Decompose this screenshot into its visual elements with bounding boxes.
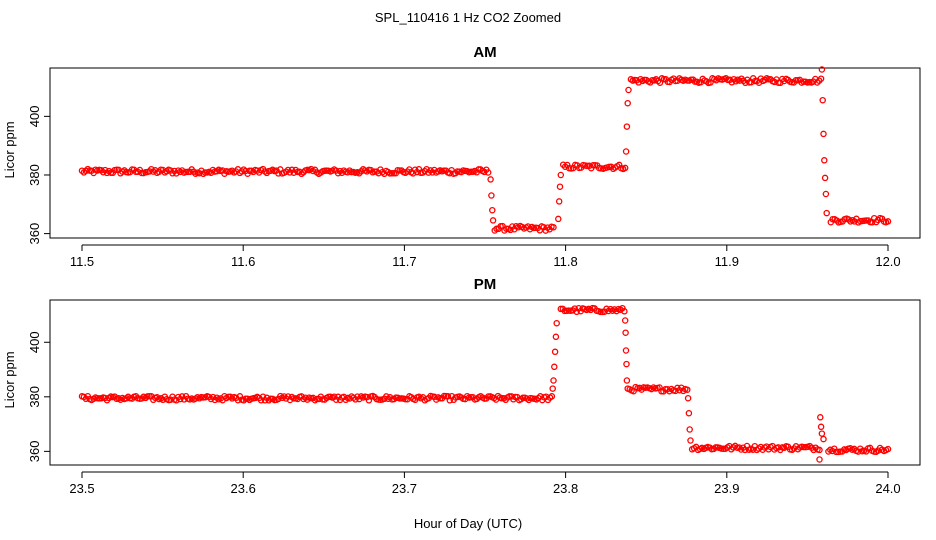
panel-am-x-axis: 11.5 11.6 11.7 11.8 11.9 12.0 (70, 244, 901, 269)
am-data-point (371, 168, 378, 175)
panel-am-y-axis: 360 380 400 (27, 106, 51, 245)
am-data-point (621, 164, 629, 172)
figure-title: SPL_110416 1 Hz CO2 Zoomed (375, 10, 561, 25)
pm-data-point (623, 377, 631, 384)
am-data-point (489, 206, 496, 214)
pm-data-point (816, 456, 823, 463)
pm-x-tick-label: 23.7 (392, 481, 417, 496)
am-data-point (624, 99, 631, 107)
am-x-tick-label: 11.5 (70, 254, 94, 269)
am-y-tick-label: 400 (27, 106, 42, 128)
pm-y-tick-label: 400 (27, 331, 42, 353)
panel-pm-ylabel: Licor ppm (2, 351, 17, 408)
pm-data-point (551, 363, 558, 371)
am-data-point (818, 66, 826, 73)
am-data-point (821, 174, 829, 182)
panel-pm-x-axis: 23.5 23.6 23.7 23.8 23.9 24.0 (69, 471, 901, 496)
am-data-point (557, 171, 565, 179)
am-data-point (556, 183, 564, 190)
am-data-point (821, 157, 828, 164)
am-data-point (622, 148, 630, 155)
pm-data-point (800, 443, 808, 451)
pm-data-point (550, 377, 557, 384)
am-data-point (625, 86, 632, 94)
am-y-tick-label: 360 (27, 223, 42, 245)
pm-data-point (622, 329, 629, 336)
panel-am-plot-area (49, 67, 921, 239)
pm-data-point (553, 319, 560, 327)
pm-x-tick-label: 23.5 (69, 481, 94, 496)
am-data-point (822, 190, 830, 198)
pm-data-point (816, 446, 823, 454)
panel-am-title: AM (473, 44, 496, 61)
am-data-point (884, 218, 892, 225)
pm-data-point (686, 426, 693, 433)
x-axis-label: Hour of Day (UTC) (414, 516, 522, 531)
panel-am-series (78, 66, 892, 234)
am-data-point (817, 75, 825, 82)
am-data-point (823, 209, 830, 217)
pm-data-point (833, 448, 840, 456)
pm-data-point (820, 435, 827, 443)
pm-data-point (685, 409, 693, 417)
pm-x-tick-label: 24.0 (875, 481, 900, 496)
pm-data-point (621, 317, 629, 324)
pm-data-point (622, 347, 630, 354)
pm-data-point (817, 414, 824, 421)
am-data-point (555, 215, 562, 223)
am-x-tick-label: 11.9 (715, 254, 739, 269)
pm-data-point (817, 423, 825, 431)
pm-y-tick-label: 360 (27, 441, 42, 463)
panel-pm-title: PM (474, 276, 497, 293)
pm-data-point (552, 333, 560, 341)
panel-am: AM Licor ppm 11.5 11.6 11.7 11.8 11.9 12.0 36… (2, 44, 921, 269)
am-data-point (623, 123, 631, 130)
am-data-point (863, 217, 870, 224)
am-x-tick-label: 11.8 (553, 254, 577, 269)
pm-y-tick-label: 380 (27, 386, 42, 408)
panel-pm-series (78, 304, 892, 463)
pm-data-point (597, 308, 604, 316)
am-x-tick-label: 11.7 (392, 254, 416, 269)
pm-data-point (290, 395, 298, 402)
am-y-tick-label: 380 (27, 164, 42, 186)
pm-x-tick-label: 23.9 (714, 481, 739, 496)
pm-x-tick-label: 23.6 (231, 481, 256, 496)
pm-data-point (621, 308, 628, 315)
pm-data-point (684, 394, 692, 402)
am-x-tick-label: 12.0 (875, 254, 900, 269)
pm-data-point (687, 437, 694, 444)
pm-data-point (548, 393, 556, 400)
am-data-point (555, 198, 563, 205)
pm-data-point (549, 385, 556, 392)
pm-x-tick-label: 23.8 (553, 481, 578, 496)
am-data-point (487, 176, 494, 183)
am-x-tick-label: 11.6 (231, 254, 255, 269)
am-data-point (820, 130, 827, 138)
panel-pm-y-axis: 360 380 400 (27, 331, 51, 463)
pm-data-point (818, 430, 826, 437)
am-data-point (484, 169, 492, 176)
panel-pm: PM Licor ppm 23.5 23.6 23.7 23.8 23.9 24.0 36… (2, 276, 921, 496)
pm-data-point (684, 386, 691, 393)
am-data-point (489, 217, 497, 224)
pm-data-point (623, 360, 630, 368)
panel-am-ylabel: Licor ppm (2, 121, 17, 178)
pm-data-point (884, 445, 892, 453)
pm-data-point (551, 348, 559, 356)
panel-pm-plot-area (49, 299, 921, 466)
am-data-point (819, 96, 826, 104)
am-data-point (550, 224, 557, 231)
am-data-point (488, 192, 495, 199)
